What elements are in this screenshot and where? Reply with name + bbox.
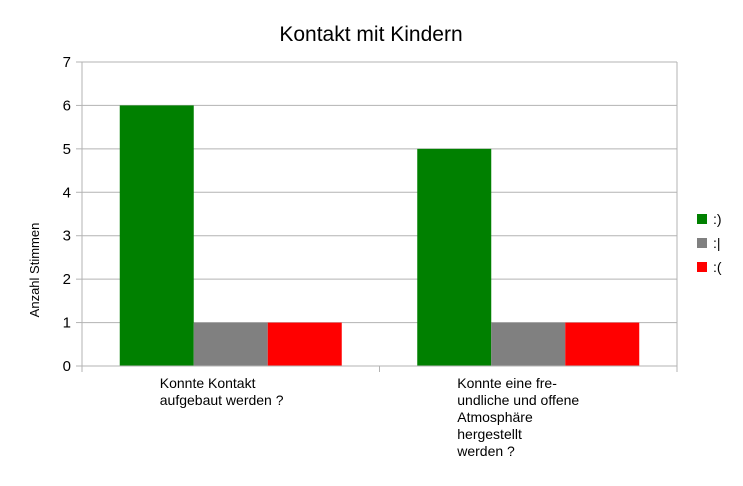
bar xyxy=(565,322,640,366)
bar xyxy=(267,322,342,366)
legend-swatch xyxy=(697,262,707,272)
bar xyxy=(119,105,194,366)
x-category-label: Konnte eine fre-undliche und offene Atmos… xyxy=(456,375,579,459)
chart-title: Kontakt mit Kindern xyxy=(279,23,462,46)
x-category-labels: Konnte Kontakt aufgebaut werden ? Konnte e… xyxy=(160,375,580,459)
y-tick-label: 2 xyxy=(63,271,71,288)
x-category-label-line: Konnte eine fre- xyxy=(457,375,557,391)
x-category-label-line: Konnte Kontakt xyxy=(160,375,256,391)
x-category-label-line: hergestellt xyxy=(457,426,522,442)
bar xyxy=(491,322,566,366)
x-category-label-line: undliche und offene xyxy=(457,392,579,408)
x-category-label-line: aufgebaut werden ? xyxy=(160,392,284,408)
y-tick-label: 6 xyxy=(63,97,71,114)
y-axis-label: Anzahl Stimmen xyxy=(27,223,42,318)
axes xyxy=(81,62,678,372)
x-category-label: Konnte Kontakt aufgebaut werden ? xyxy=(160,375,284,408)
y-tick-labels: 0 1 2 3 4 5 6 7 xyxy=(63,54,71,375)
bar xyxy=(193,322,268,366)
legend-label: :| xyxy=(713,235,721,251)
legend-label: :( xyxy=(713,259,722,275)
legend-label: :) xyxy=(713,211,722,227)
y-tick-label: 1 xyxy=(63,315,71,332)
x-category-label-line: werden ? xyxy=(456,443,515,459)
legend-swatch xyxy=(697,214,707,224)
legend-swatch xyxy=(697,238,707,248)
y-tick-label: 0 xyxy=(63,358,71,375)
y-tick-label: 4 xyxy=(63,184,71,201)
bar xyxy=(417,148,492,366)
y-tick-label: 5 xyxy=(63,141,71,158)
legend: :) :| :( xyxy=(697,211,722,275)
y-tick-label: 7 xyxy=(63,54,71,71)
y-tick-label: 3 xyxy=(63,228,71,245)
x-category-label-line: Atmosphäre xyxy=(457,409,533,425)
bars xyxy=(119,105,640,366)
